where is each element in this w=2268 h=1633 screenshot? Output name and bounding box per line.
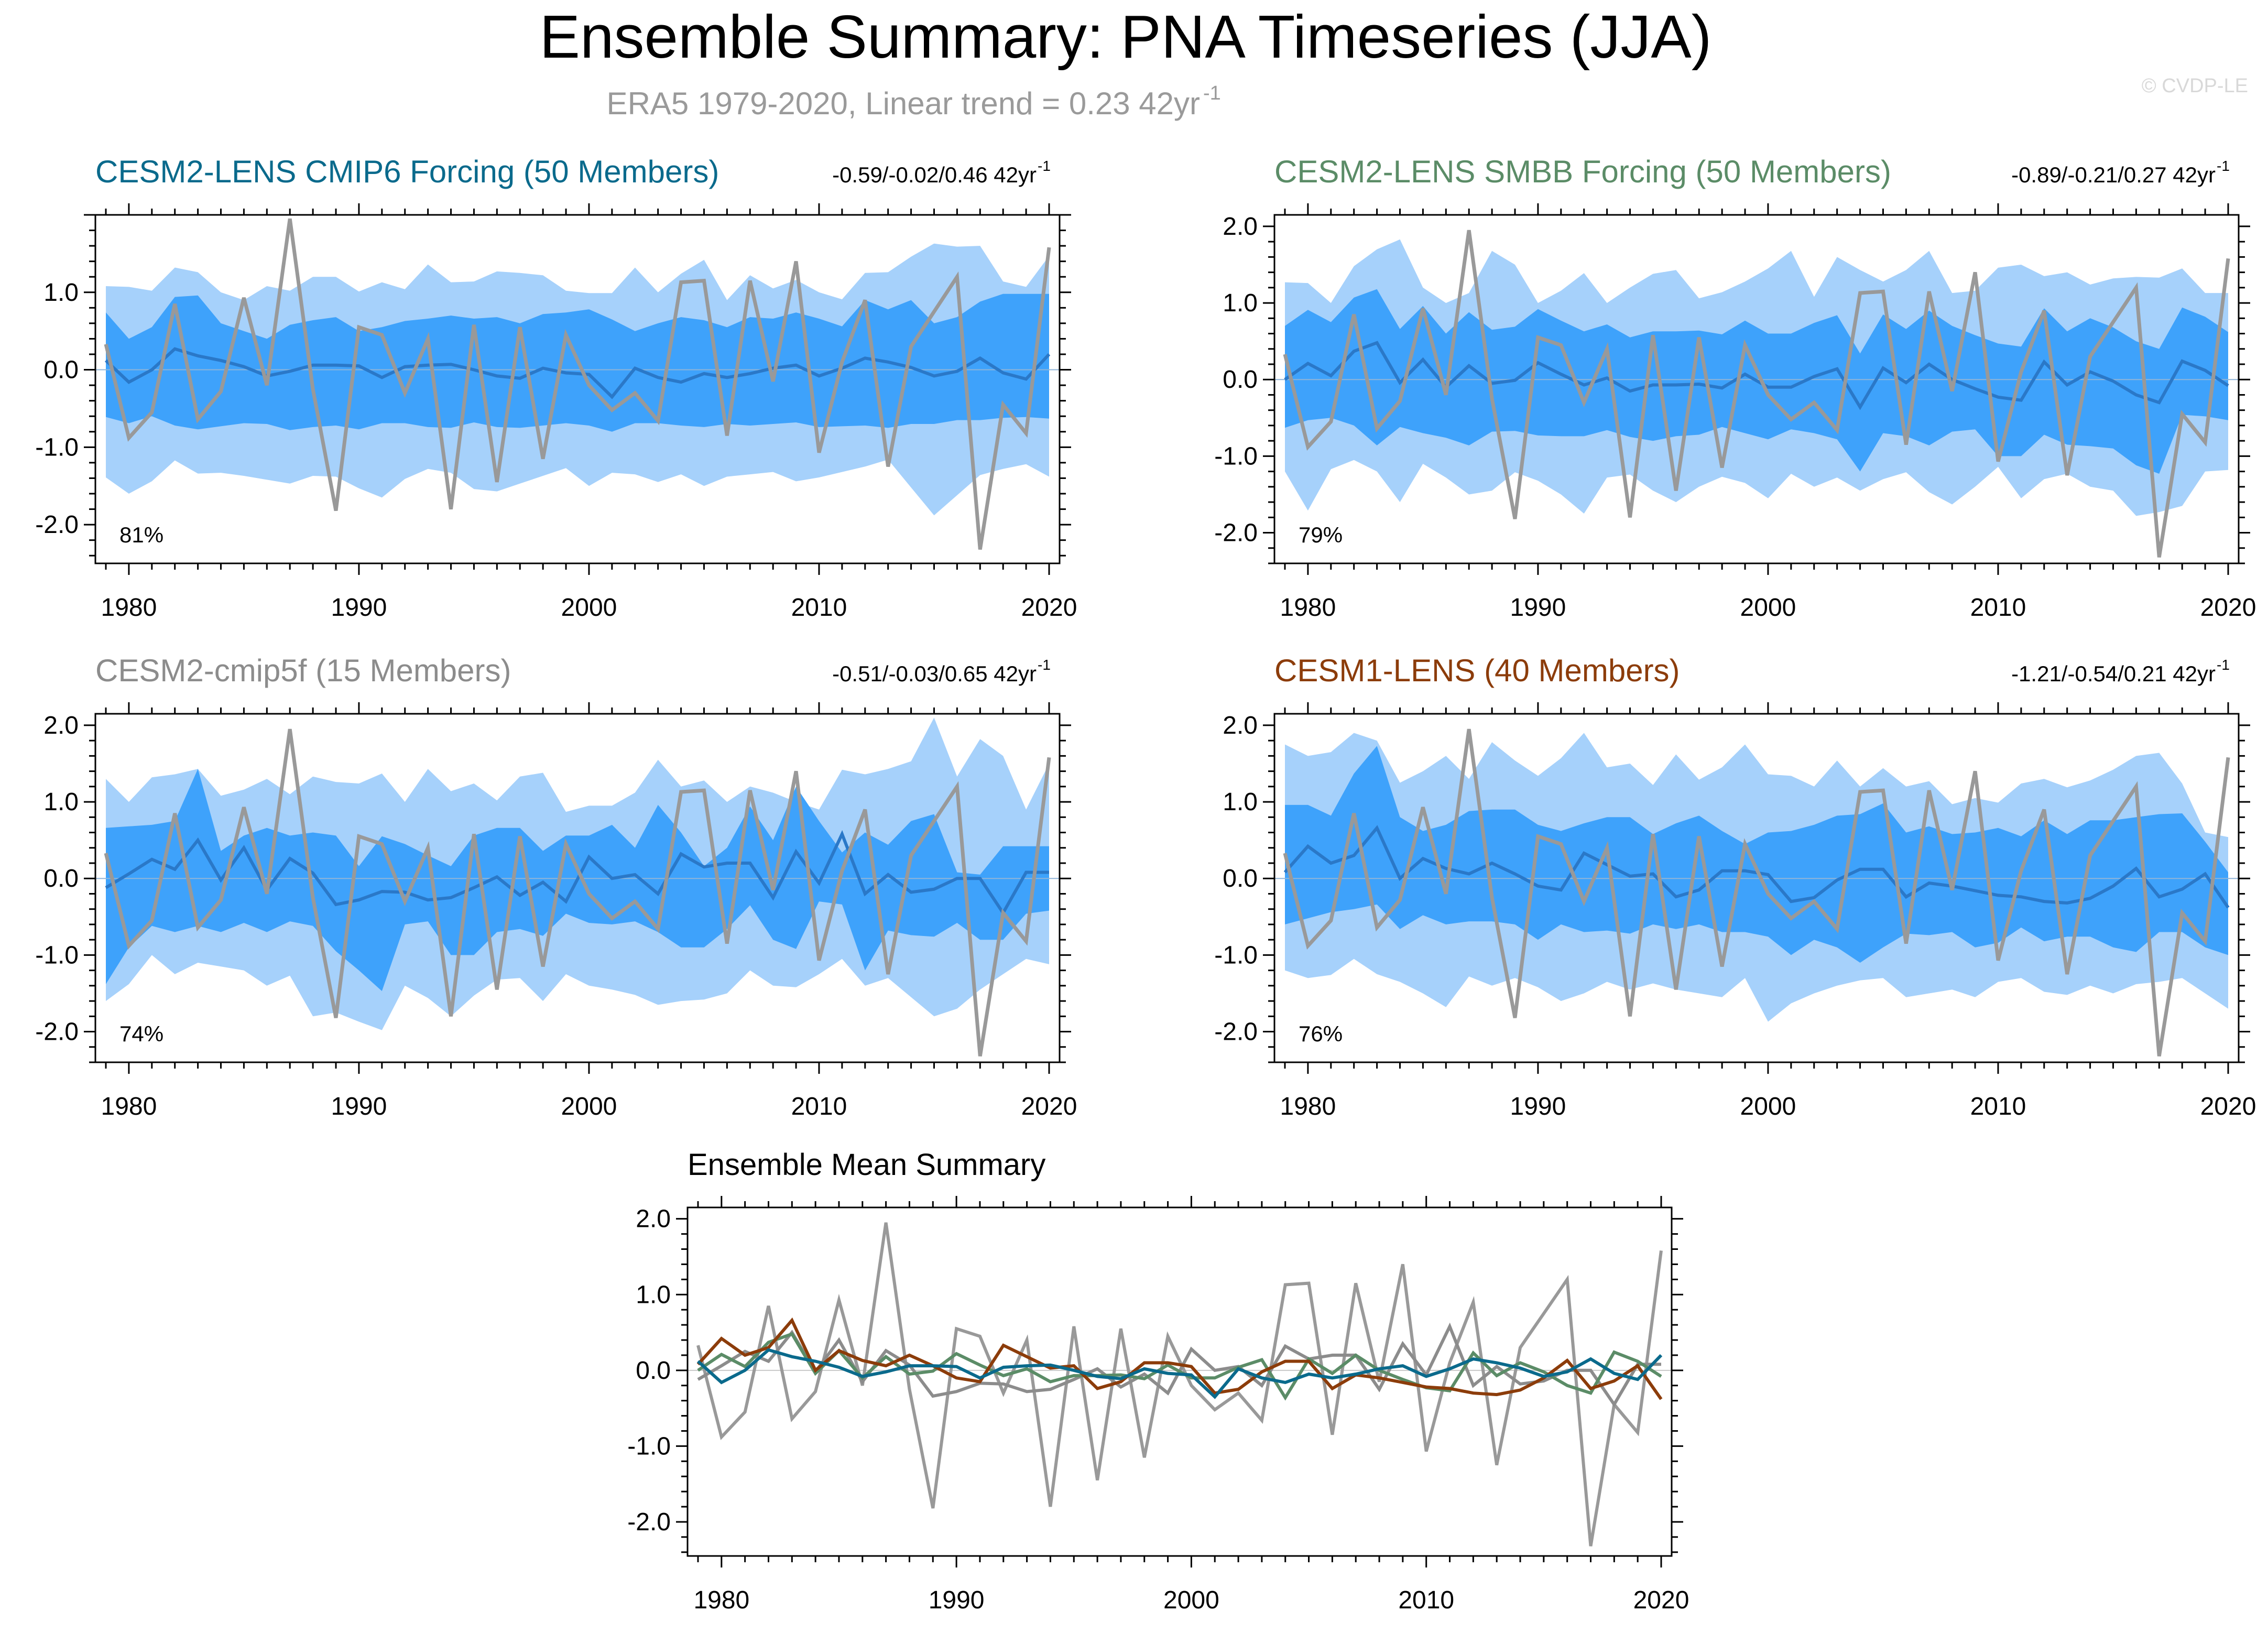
percent-label: 76% xyxy=(1299,1021,1343,1046)
trend-label: -1.21/-0.54/0.21 42yr xyxy=(2011,661,2216,686)
figure-subtitle-exponent: -1 xyxy=(1203,82,1221,104)
y-tick-label: 1.0 xyxy=(1223,788,1258,816)
series-line-4 xyxy=(696,1348,1663,1399)
plot-area xyxy=(1274,728,2239,1057)
y-tick-label: 1.0 xyxy=(1223,289,1258,317)
x-tick-label: 1980 xyxy=(1280,594,1336,622)
percent-label: 81% xyxy=(119,522,163,547)
x-tick-label: 1990 xyxy=(929,1586,985,1614)
y-tick-label: 0.0 xyxy=(1223,865,1258,892)
x-tick-label: 2000 xyxy=(1163,1586,1219,1614)
plot-frame xyxy=(1273,214,2240,564)
panel-title: CESM2-LENS CMIP6 Forcing (50 Members) xyxy=(95,154,719,189)
y-tick-label: 2.0 xyxy=(1223,712,1258,739)
y-tick-label: -2.0 xyxy=(35,511,79,539)
panel-title: Ensemble Mean Summary xyxy=(688,1148,1045,1182)
trend-label-exponent: -1 xyxy=(2217,158,2230,174)
figure-title: Ensemble Summary: PNA Timeseries (JJA) xyxy=(540,3,1712,71)
observed-line-era5 xyxy=(104,728,1051,1057)
x-tick-label: 2000 xyxy=(561,594,617,622)
trend-label: -0.89/-0.21/0.27 42yr xyxy=(2011,162,2216,187)
x-tick-label: 2020 xyxy=(1021,594,1077,622)
y-tick-label: 2.0 xyxy=(636,1205,671,1233)
y-tick-label: -1.0 xyxy=(627,1432,671,1460)
x-tick-label: 2020 xyxy=(2200,1093,2256,1120)
plot-frame xyxy=(94,214,1061,564)
credit-watermark: © CVDP-LE xyxy=(2142,75,2248,97)
y-tick-label: 2.0 xyxy=(1223,213,1258,241)
x-tick-label: 1980 xyxy=(101,1093,157,1120)
y-tick-label: -1.0 xyxy=(1214,941,1258,969)
y-tick-label: -2.0 xyxy=(1214,519,1258,547)
x-tick-label: 1990 xyxy=(331,594,387,622)
trend-label-exponent: -1 xyxy=(1038,158,1051,174)
observed-line-era5 xyxy=(1283,728,2230,1057)
observed-line-era5 xyxy=(104,218,1051,550)
panel-title: CESM2-cmip5f (15 Members) xyxy=(95,653,511,688)
y-tick-label: 1.0 xyxy=(43,788,79,816)
y-tick-label: 0.0 xyxy=(43,356,79,384)
x-tick-label: 1990 xyxy=(331,1093,387,1120)
y-tick-label: -1.0 xyxy=(35,433,79,461)
trend-label-exponent: -1 xyxy=(1038,657,1051,673)
x-tick-label: 1980 xyxy=(1280,1093,1336,1120)
observed-line-era5 xyxy=(1283,230,2230,558)
x-tick-label: 2010 xyxy=(1970,594,2026,622)
plot-area xyxy=(1274,230,2239,558)
panel-5: Ensemble Mean Summary 1980 1990 2000 2010 202… xyxy=(627,1148,1689,1614)
panel-title: CESM1-LENS (40 Members) xyxy=(1274,653,1680,688)
x-tick-label: 2010 xyxy=(1398,1586,1454,1614)
y-tick-label: -2.0 xyxy=(627,1508,671,1536)
y-tick-label: 1.0 xyxy=(636,1281,671,1309)
x-tick-label: 1980 xyxy=(693,1586,749,1614)
plot-area xyxy=(688,1222,1672,1547)
panel-title: CESM2-LENS SMBB Forcing (50 Members) xyxy=(1274,154,1891,189)
x-tick-label: 2000 xyxy=(1740,1093,1796,1120)
x-tick-label: 2010 xyxy=(791,594,847,622)
plot-frame xyxy=(94,713,1061,1063)
figure-subtitle: ERA5 1979-2020, Linear trend = 0.23 42yr xyxy=(607,86,1200,121)
plot-area xyxy=(95,218,1060,550)
x-tick-label: 2020 xyxy=(1633,1586,1689,1614)
x-tick-label: 2010 xyxy=(1970,1093,2026,1120)
x-tick-label: 2020 xyxy=(1021,1093,1077,1120)
x-tick-label: 2000 xyxy=(561,1093,617,1120)
series-line-0 xyxy=(696,1222,1663,1547)
y-tick-label: -2.0 xyxy=(35,1018,79,1046)
x-tick-label: 2010 xyxy=(791,1093,847,1120)
x-tick-label: 1990 xyxy=(1510,594,1566,622)
y-tick-label: 1.0 xyxy=(43,279,79,307)
y-tick-label: 0.0 xyxy=(1223,366,1258,394)
y-tick-label: 0.0 xyxy=(43,865,79,892)
panel-2: CESM2-LENS SMBB Forcing (50 Members) -0.8… xyxy=(1214,154,2256,622)
y-tick-label: 0.0 xyxy=(636,1357,671,1385)
y-tick-label: 2.0 xyxy=(43,712,79,739)
plot-frame xyxy=(1273,713,2240,1063)
x-tick-label: 2020 xyxy=(2200,594,2256,622)
plot-frame xyxy=(686,1206,1673,1557)
x-tick-label: 1980 xyxy=(101,594,157,622)
trend-label: -0.59/-0.02/0.46 42yr xyxy=(832,162,1037,187)
x-tick-label: 1990 xyxy=(1510,1093,1566,1120)
y-tick-label: -1.0 xyxy=(1214,442,1258,470)
y-tick-label: -2.0 xyxy=(1214,1018,1258,1046)
percent-label: 79% xyxy=(1299,522,1343,547)
trend-label-exponent: -1 xyxy=(2217,657,2230,673)
trend-label: -0.51/-0.03/0.65 42yr xyxy=(832,661,1037,686)
panel-3: CESM2-cmip5f (15 Members) -0.51/-0.03/0.6… xyxy=(35,653,1077,1120)
plot-area xyxy=(95,717,1060,1057)
panel-1: CESM2-LENS CMIP6 Forcing (50 Members) -0.… xyxy=(35,154,1077,622)
y-tick-label: -1.0 xyxy=(35,941,79,969)
percent-label: 74% xyxy=(119,1021,163,1046)
x-tick-label: 2000 xyxy=(1740,594,1796,622)
series-line-3 xyxy=(696,1317,1663,1400)
panel-4: CESM1-LENS (40 Members) -1.21/-0.54/0.21 … xyxy=(1214,653,2256,1120)
